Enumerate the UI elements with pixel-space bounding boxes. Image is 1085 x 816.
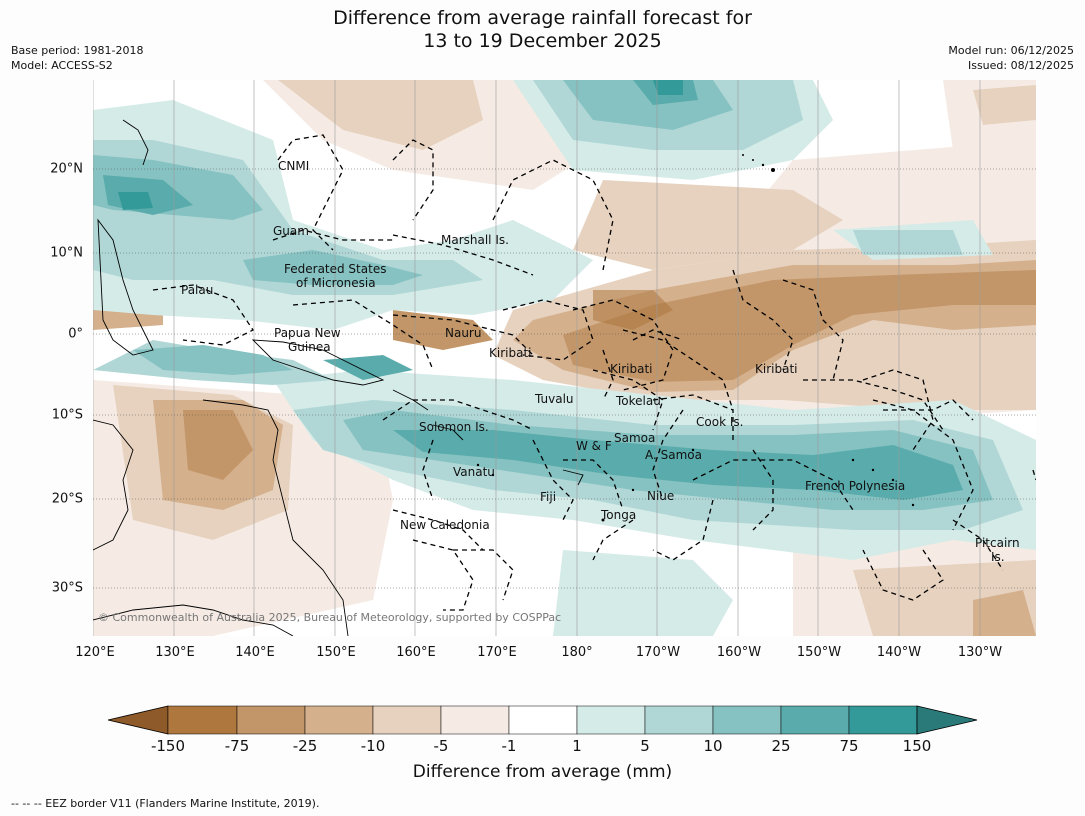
eez-footnote: -- -- -- EEZ border V11 (Flanders Marine…	[11, 797, 320, 810]
colorbar-tick: 5	[640, 737, 650, 755]
lon-label: 150°E	[316, 645, 356, 660]
map-title: Difference from average rainfall forecas…	[0, 7, 1085, 53]
colorbar-segment	[848, 705, 918, 735]
colorbar-segment	[712, 705, 782, 735]
lat-label: 30°S	[51, 580, 83, 596]
colorbar-extend-low	[107, 705, 169, 735]
label-kiribati-west: Kiribati	[489, 346, 531, 360]
label-cook: Cook Is.	[696, 415, 743, 429]
colorbar-tick: -25	[292, 737, 318, 755]
colorbar-tick: 75	[839, 737, 859, 755]
lon-label: 170°E	[477, 645, 517, 660]
lon-label: 140°E	[235, 645, 275, 660]
colorbar-segment	[644, 705, 714, 735]
lat-label: 20°S	[51, 491, 83, 507]
colorbar-title: Difference from average (mm)	[412, 762, 673, 782]
lon-label: 170°W	[635, 645, 681, 660]
colorbar-segment	[372, 705, 442, 735]
label-pitcairn-2: Is.	[991, 550, 1005, 564]
eez-borders	[152, 134, 1036, 611]
label-tokelau: Tokelau	[615, 394, 661, 408]
latitude-lines	[93, 168, 1036, 589]
label-pitcairn-1: Pitcairn	[975, 536, 1020, 550]
base-period: Base period: 1981-2018	[11, 44, 144, 57]
meta-right: Model run: 06/12/2025 Issued: 08/12/2025	[948, 43, 1074, 73]
label-tonga: Tonga	[600, 508, 636, 522]
lat-label: 10°S	[51, 407, 83, 423]
graticule	[93, 80, 981, 636]
lon-label: 130°E	[155, 645, 195, 660]
colorbar-segment	[780, 705, 850, 735]
rainfall-anomaly-map: CNMI Guam Marshall Is. Federated States …	[93, 80, 1036, 636]
label-new-caledonia: New Caledonia	[400, 518, 490, 532]
colorbar-tick: -5	[433, 737, 449, 755]
colorbar-tick: -75	[224, 737, 250, 755]
label-guam: Guam	[273, 224, 309, 238]
label-png-2: Guinea	[288, 340, 331, 354]
label-solomon: Solomon Is.	[419, 420, 489, 434]
lon-label: 160°W	[716, 645, 762, 660]
place-labels: CNMI Guam Marshall Is. Federated States …	[181, 159, 1020, 564]
label-niue: Niue	[647, 489, 674, 503]
lon-label: 180°	[561, 645, 593, 660]
title-line-1: Difference from average rainfall forecas…	[333, 7, 752, 29]
label-fsm-1: Federated States	[284, 262, 386, 276]
colorbar-segment	[576, 705, 646, 735]
colorbar-segment	[167, 705, 238, 735]
colorbar-segment	[508, 705, 578, 735]
lon-label: 120°E	[75, 645, 115, 660]
colorbar-tick: -10	[360, 737, 386, 755]
colorbar-tick: 25	[771, 737, 791, 755]
island-dots	[476, 154, 915, 522]
label-asamoa: A. Samoa	[645, 448, 702, 462]
colorbar-tick: -1	[501, 737, 517, 755]
label-marshall: Marshall Is.	[441, 233, 509, 247]
lon-label: 130°W	[957, 645, 1003, 660]
colorbar	[107, 705, 978, 735]
lon-label: 160°E	[396, 645, 436, 660]
colorbar-segment	[236, 705, 306, 735]
label-png-1: Papua New	[274, 326, 341, 340]
model-name: Model: ACCESS-S2	[11, 59, 113, 72]
label-palau: Palau	[181, 283, 213, 297]
colorbar-tick: -150	[150, 737, 186, 755]
label-vanuatu: Vanatu	[453, 465, 495, 479]
colorbar-extend-high	[916, 705, 978, 735]
model-run: Model run: 06/12/2025	[948, 44, 1074, 57]
copyright-notice: © Commonwealth of Australia 2025, Bureau…	[98, 611, 561, 624]
label-cnmi: CNMI	[278, 159, 309, 173]
colorbar-tick: 1	[572, 737, 582, 755]
label-wf: W & F	[576, 439, 612, 453]
label-kiribati-east: Kiribati	[755, 362, 797, 376]
lat-label: 0°	[68, 326, 83, 342]
issued-date: Issued: 08/12/2025	[967, 59, 1074, 72]
label-nauru: Nauru	[445, 326, 481, 340]
colorbar-segment	[440, 705, 510, 735]
colorbar-segment	[304, 705, 374, 735]
lat-label: 20°N	[50, 161, 83, 177]
label-fiji: Fiji	[540, 490, 556, 504]
coastlines	[93, 119, 584, 636]
dry-anomaly-strong	[183, 270, 1036, 480]
title-line-2: 13 to 19 December 2025	[423, 30, 662, 52]
label-samoa: Samoa	[614, 431, 655, 445]
lon-label: 150°W	[796, 645, 842, 660]
label-kiribati-central: Kiribati	[610, 362, 652, 376]
label-fsm-2: of Micronesia	[296, 276, 376, 290]
colorbar-tick: 10	[703, 737, 723, 755]
wet-anomaly-extreme	[118, 80, 683, 210]
meta-left: Base period: 1981-2018 Model: ACCESS-S2	[11, 43, 143, 73]
colorbar-tick: 150	[902, 737, 932, 755]
lat-label: 10°N	[50, 245, 83, 261]
lon-label: 140°W	[876, 645, 922, 660]
label-tuvalu: Tuvalu	[534, 392, 574, 406]
label-french-polynesia: French Polynesia	[805, 479, 905, 493]
